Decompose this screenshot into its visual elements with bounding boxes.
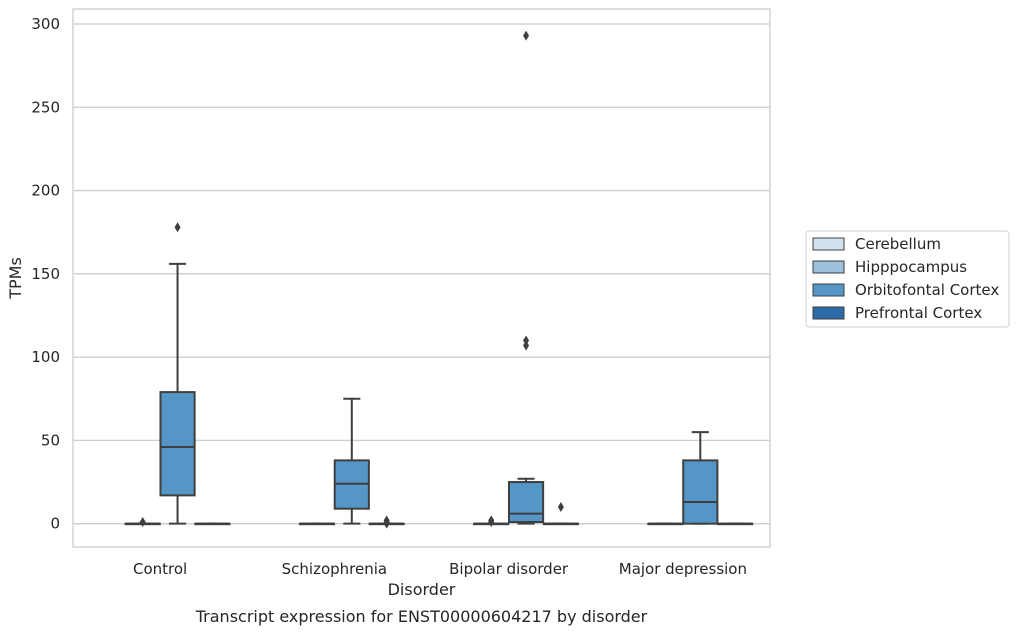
box-group bbox=[717, 522, 754, 526]
y-tick-label: 300 bbox=[31, 15, 60, 33]
box-group bbox=[507, 30, 545, 525]
x-tick-label: Control bbox=[133, 560, 187, 578]
box-group bbox=[194, 522, 231, 526]
outlier-point bbox=[523, 30, 530, 41]
box-group bbox=[368, 515, 405, 529]
x-tick-label: Schizophrenia bbox=[282, 560, 387, 578]
boxes bbox=[124, 30, 754, 529]
legend-swatch bbox=[812, 306, 845, 320]
legend-swatch bbox=[812, 260, 845, 274]
plot-frame bbox=[72, 8, 771, 548]
y-tick-label: 200 bbox=[31, 182, 60, 200]
y-tick-label: 150 bbox=[31, 265, 60, 283]
box-group bbox=[124, 517, 161, 528]
y-tick-label: 50 bbox=[41, 431, 60, 449]
box-group bbox=[647, 522, 684, 526]
legend-swatch bbox=[812, 237, 845, 251]
legend: Cerebellum Hipppocampus Orbitofontal Corte… bbox=[805, 230, 1010, 328]
box-group bbox=[298, 522, 336, 526]
y-tick-label: 0 bbox=[50, 515, 60, 533]
legend-label: Cerebellum bbox=[855, 235, 941, 253]
box-body bbox=[159, 391, 196, 497]
box-group bbox=[159, 222, 196, 525]
legend-frame bbox=[805, 230, 1010, 328]
outlier-point bbox=[557, 502, 564, 513]
legend-swatch bbox=[812, 283, 845, 297]
x-tick-labels: Control Schizophrenia Bipolar disorder Majo… bbox=[133, 560, 747, 578]
box-group bbox=[682, 431, 719, 525]
outlier-point bbox=[383, 515, 390, 526]
legend-label: Hipppocampus bbox=[855, 258, 967, 276]
y-axis-label: TPMs bbox=[6, 257, 25, 300]
y-tick-labels: 0 50 100 150 200 250 300 bbox=[31, 15, 60, 533]
box-group bbox=[473, 515, 510, 528]
y-tick-label: 100 bbox=[31, 348, 60, 366]
outlier-point bbox=[488, 515, 495, 526]
box-group bbox=[333, 397, 370, 525]
legend-label: Orbitofontal Cortex bbox=[855, 281, 999, 299]
y-tick-label: 250 bbox=[31, 98, 60, 116]
outlier-point bbox=[174, 222, 181, 233]
outlier-point bbox=[523, 335, 530, 346]
legend-label: Prefrontal Cortex bbox=[855, 304, 982, 322]
x-tick-label: Major depression bbox=[619, 560, 747, 578]
x-axis-label: Disorder bbox=[388, 580, 456, 599]
figure-caption: Transcript expression for ENST0000060421… bbox=[195, 607, 648, 626]
x-tick-label: Bipolar disorder bbox=[449, 560, 569, 578]
box-body bbox=[507, 481, 545, 524]
box-body bbox=[682, 459, 719, 525]
box-group bbox=[542, 502, 579, 526]
outlier-point bbox=[139, 517, 146, 528]
